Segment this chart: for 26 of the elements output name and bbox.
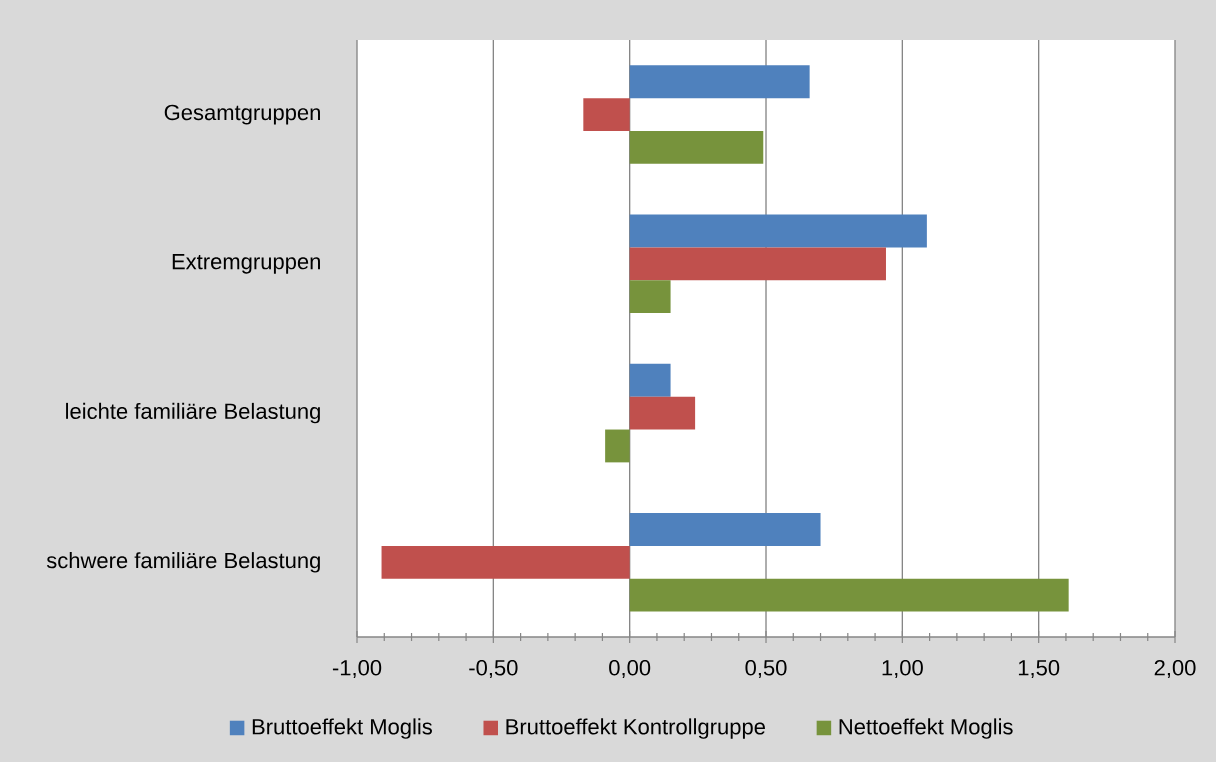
bar [583, 98, 630, 132]
x-tick-label: 1,50 [1018, 659, 1060, 679]
bar [629, 65, 810, 99]
bar [629, 280, 671, 314]
x-tick-label: -0,50 [469, 659, 518, 679]
bar [629, 363, 671, 397]
bar [629, 513, 821, 546]
bar [629, 578, 1069, 612]
legend-label: Nettoeffekt Moglis [839, 718, 1013, 739]
x-tick-label: 0,50 [745, 659, 787, 679]
legend-label: Bruttoeffekt Kontrollgruppe [506, 718, 765, 739]
bar [605, 429, 630, 463]
y-tick-label: Extremgruppen [172, 254, 320, 274]
y-tick-label: Gesamtgruppen [164, 104, 320, 125]
y-tick-label: schwere familiäre Belastung [46, 552, 320, 573]
x-tick-label: 2,00 [1154, 659, 1196, 679]
x-tick-label: 1,00 [882, 659, 923, 679]
bar [629, 247, 886, 281]
x-tick-label: 0,00 [609, 659, 651, 679]
bar [629, 214, 927, 248]
y-tick-label: leichte familiäre Belastung [66, 402, 320, 424]
bar [629, 396, 696, 430]
bar [381, 545, 630, 579]
bar [629, 131, 764, 164]
x-tick-label: -1,00 [332, 659, 382, 679]
legend-label: Bruttoeffekt Moglis [252, 718, 432, 739]
